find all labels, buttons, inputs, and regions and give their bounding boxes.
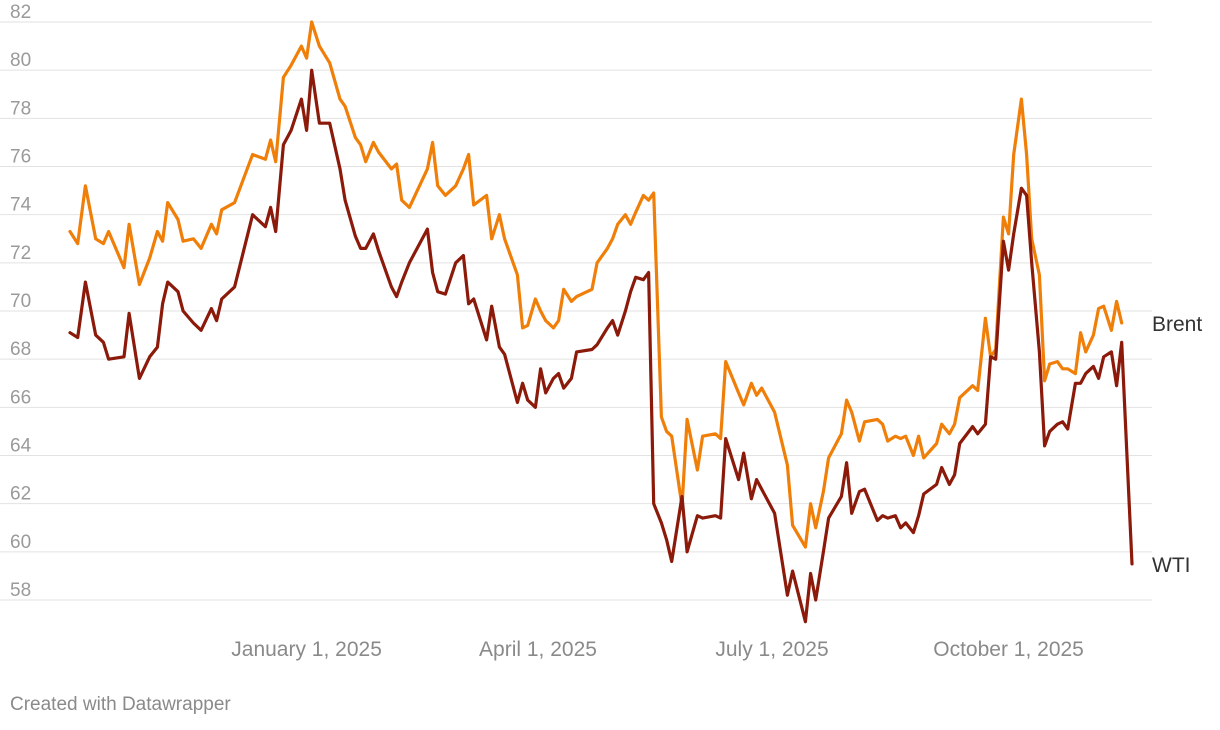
series-line-wti [68,68,1134,624]
series-label-brent: Brent [1152,313,1202,336]
y-tick-label: 62 [10,484,31,505]
series-lines [68,20,1134,624]
y-tick-label: 60 [10,532,31,553]
y-tick-label: 68 [10,339,31,360]
y-tick-label: 72 [10,243,31,264]
y-tick-label: 76 [10,147,31,168]
series-labels: Brent WTI [1152,313,1202,577]
y-tick-label: 80 [10,50,31,71]
y-tick-label: 78 [10,98,31,119]
datawrapper-credit[interactable]: Created with Datawrapper [10,694,231,715]
y-tick-label: 58 [10,580,31,601]
y-tick-label: 66 [10,387,31,408]
x-axis: January 1, 2025 April 1, 2025 July 1, 2025… [231,638,1084,661]
y-axis: 58 60 62 64 66 68 70 72 74 76 78 80 82 [10,2,32,601]
x-tick-label: January 1, 2025 [231,638,382,661]
y-tick-label: 64 [10,436,32,457]
series-label-wti: WTI [1152,554,1190,577]
y-tick-label: 74 [10,195,32,216]
gridlines [0,21,1152,601]
x-tick-label: April 1, 2025 [479,638,597,661]
x-tick-label: October 1, 2025 [933,638,1084,661]
x-tick-label: July 1, 2025 [715,638,828,661]
y-tick-label: 82 [10,2,31,23]
series-line-brent [68,20,1124,549]
y-tick-label: 70 [10,291,31,312]
